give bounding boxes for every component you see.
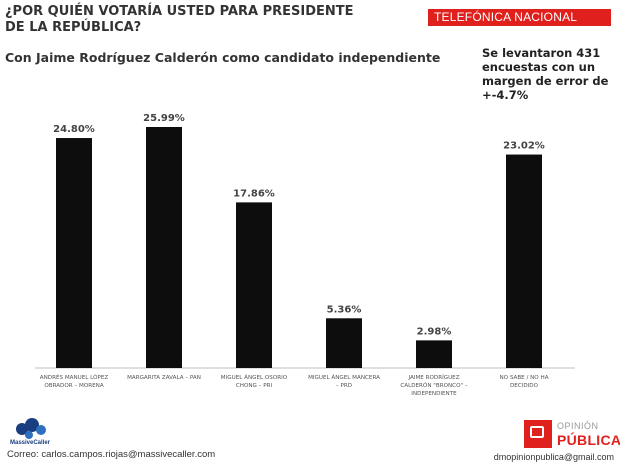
sample-note: Se levantaron 431 encuestas con un marge… xyxy=(482,46,618,102)
category-label-3-line-1: – PRD xyxy=(336,383,352,389)
chart-title: ¿POR QUIÉN VOTARÍA USTED PARA PRESIDENTE… xyxy=(5,4,405,36)
note-line-3: margen de error de xyxy=(482,74,609,88)
bar-0 xyxy=(56,138,92,368)
data-label-4: 2.98% xyxy=(417,326,452,337)
massivecaller-icon xyxy=(16,418,46,439)
category-label-4-line-1: CALDERÓN "BRONCO" – xyxy=(400,382,467,389)
survey-type-badge: TELEFÓNICA NACIONAL xyxy=(428,9,611,26)
data-label-0: 24.80% xyxy=(53,124,95,135)
category-label-3: MIGUEL ÁNGEL MANCERA – PRD xyxy=(308,374,380,389)
bar-5 xyxy=(506,154,542,368)
category-label-1-line-0: MARGARITA ZAVALA – PAN xyxy=(127,375,201,381)
bar-4 xyxy=(416,340,452,368)
logo-line-2: PÚBLICA xyxy=(557,432,620,448)
category-label-2-line-0: MIGUEL ÁNGEL OSORIO xyxy=(221,374,288,381)
category-label-5-line-1: DECIDIDO xyxy=(510,383,539,389)
category-label-5-line-0: NO SABE / NO HA xyxy=(499,375,548,381)
category-label-3-line-0: MIGUEL ÁNGEL MANCERA xyxy=(308,374,380,381)
category-label-2: MIGUEL ÁNGEL OSORIO CHONG – PRI xyxy=(221,374,288,389)
bar-1 xyxy=(146,127,182,368)
data-label-2: 17.86% xyxy=(233,188,275,199)
massivecaller-logo: MassiveCaller xyxy=(8,414,64,448)
speech-bubble-icon xyxy=(524,420,552,448)
note-line-2: encuestas con un xyxy=(482,60,596,74)
massivecaller-logo-text: MassiveCaller xyxy=(10,440,51,446)
category-label-4-line-0: JAIME RODRÍGUEZ xyxy=(407,374,459,381)
category-label-2-line-1: CHONG – PRI xyxy=(236,383,273,389)
category-label-4: JAIME RODRÍGUEZ CALDERÓN "BRONCO" – INDEPE… xyxy=(400,374,467,397)
bar-3 xyxy=(326,318,362,368)
category-label-0: ANDRÉS MANUEL LÓPEZ OBRADOR – MORENA xyxy=(40,373,109,389)
title-line-2: DE LA REPÚBLICA? xyxy=(5,20,142,35)
note-line-4: +-4.7% xyxy=(482,88,529,102)
data-label-5: 23.02% xyxy=(503,141,545,152)
chart-subtitle: Con Jaime Rodríguez Calderón como candid… xyxy=(5,50,441,65)
category-label-0-line-1: OBRADOR – MORENA xyxy=(44,383,104,389)
data-label-3: 5.36% xyxy=(327,304,362,315)
title-line-1: ¿POR QUIÉN VOTARÍA USTED PARA PRESIDENTE xyxy=(5,4,354,19)
data-label-1: 25.99% xyxy=(143,113,185,124)
category-label-1: MARGARITA ZAVALA – PAN xyxy=(127,375,201,381)
note-line-1: Se levantaron 431 xyxy=(482,46,601,60)
logo-line-1: OPINIÓN xyxy=(557,421,599,431)
category-label-0-line-0: ANDRÉS MANUEL LÓPEZ xyxy=(40,373,109,381)
bar-2 xyxy=(236,202,272,368)
category-label-5: NO SABE / NO HA DECIDIDO xyxy=(499,375,548,389)
footer-email-left: Correo: carlos.campos.riojas@massivecall… xyxy=(7,449,216,460)
category-label-4-line-2: INDEPENDIENTE xyxy=(411,391,457,397)
footer-email-right: dmopinionpublica@gmail.com xyxy=(493,452,614,462)
opinion-publica-logo: OPINIÓN PÚBLICA xyxy=(524,420,620,452)
bars-group: 24.80% ANDRÉS MANUEL LÓPEZ OBRADOR – MOREN… xyxy=(40,113,549,397)
